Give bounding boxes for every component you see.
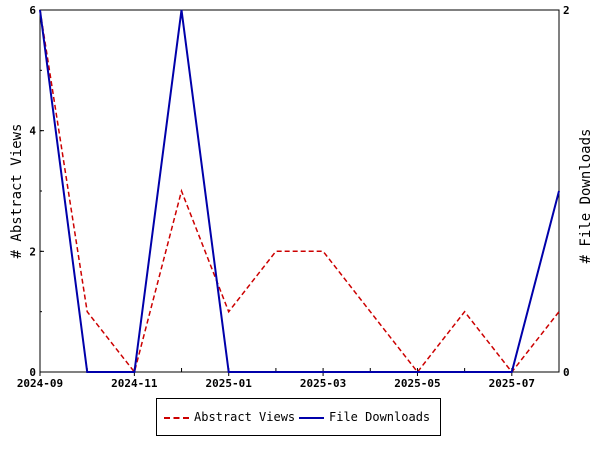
y-tick-label-left: 4	[29, 125, 36, 138]
legend-label-file-downloads: File Downloads	[329, 410, 431, 424]
x-tick-label: 2024-09	[17, 377, 63, 390]
x-tick-label: 2025-03	[300, 377, 346, 390]
x-tick-label: 2025-07	[489, 377, 535, 390]
legend-swatch-abstract-views	[164, 417, 189, 419]
y-axis-title-right: # File Downloads	[578, 129, 594, 264]
legend: Abstract Views File Downloads	[156, 398, 441, 436]
x-tick-label: 2025-01	[206, 377, 253, 390]
y-tick-label-left: 0	[29, 366, 36, 379]
y-axis-title-left: # Abstract Views	[9, 124, 25, 259]
legend-label-abstract-views: Abstract Views	[194, 410, 296, 424]
plot-area	[39, 9, 560, 373]
y-tick-label-left: 2	[29, 245, 36, 258]
y-tick-label-right: 0	[563, 366, 570, 379]
x-tick-label: 2024-11	[111, 377, 158, 390]
series-line-file-downloads	[39, 9, 560, 373]
y-tick-label-left: 6	[29, 4, 36, 17]
legend-swatch-file-downloads	[299, 417, 324, 419]
y-tick-label-right: 2	[563, 4, 570, 17]
series-line-abstract-views	[39, 9, 560, 374]
x-tick-label: 2025-05	[394, 377, 440, 390]
